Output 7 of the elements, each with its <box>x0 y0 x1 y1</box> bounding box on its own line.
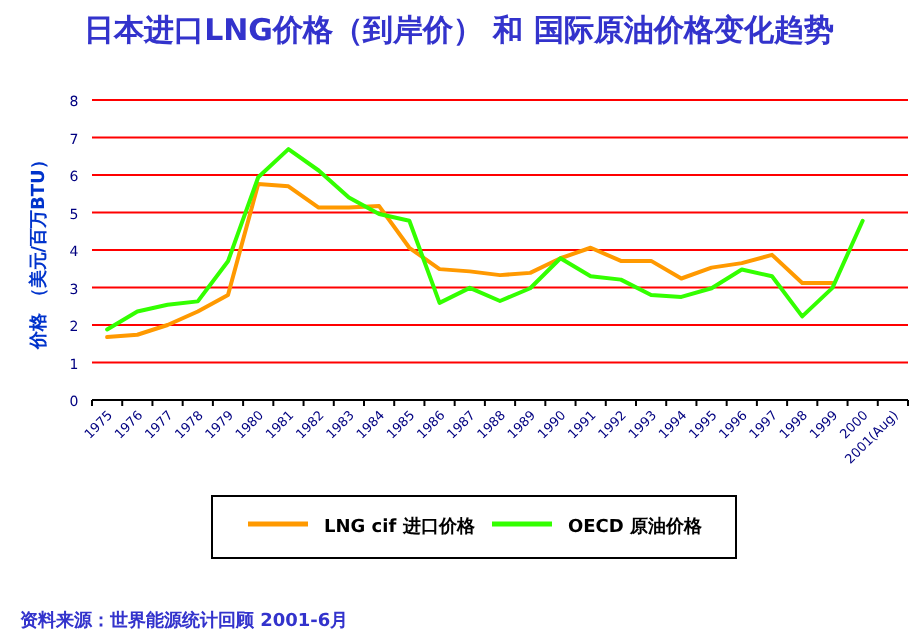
y-axis-title: 价格 （美元/百万BTU） <box>28 151 50 351</box>
chart-title: 日本进口LNG价格（到岸价） 和 国际原油价格变化趋势 <box>84 12 834 48</box>
line-series <box>105 147 865 332</box>
line-series <box>105 182 835 339</box>
legend-label: OECD 原油价格 <box>568 516 705 538</box>
text: 资料来源：世界能源统计回顾 2001-6月 <box>20 610 349 632</box>
legend-label: LNG cif 进口价格 <box>324 516 477 538</box>
